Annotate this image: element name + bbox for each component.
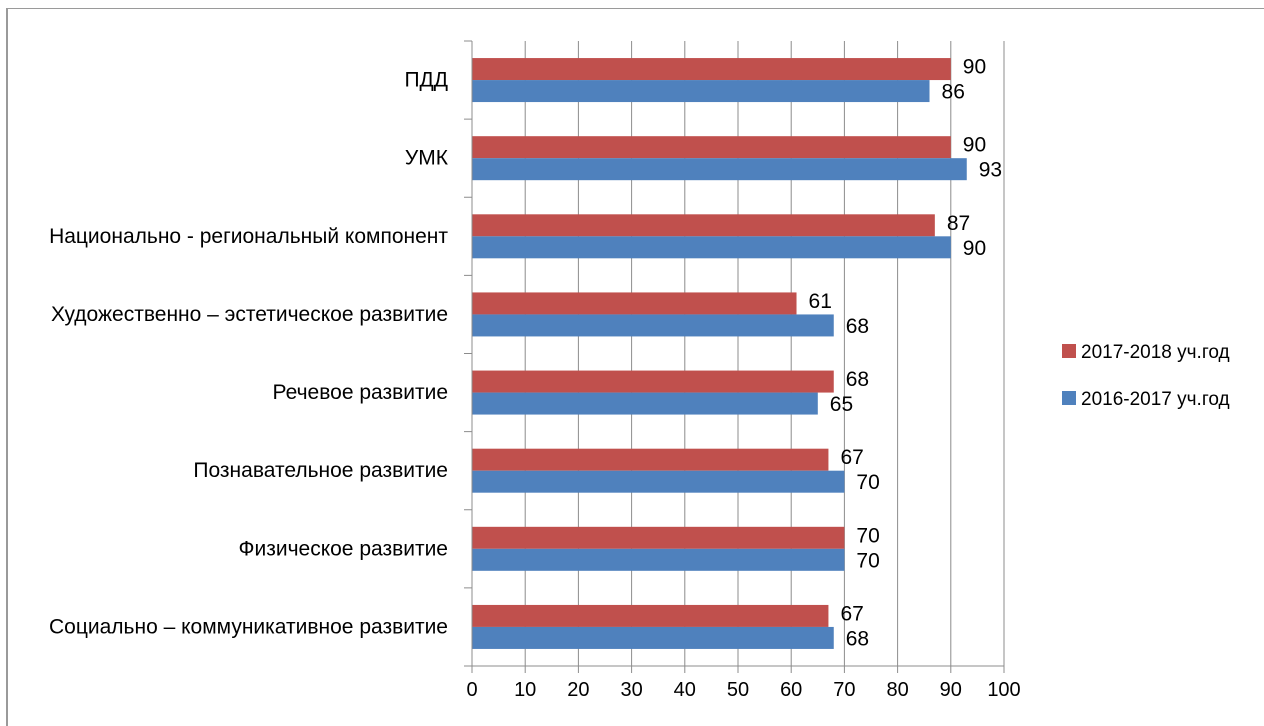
x-tick-label-30: 30 [620,679,642,701]
bar-series1-6 [472,526,845,549]
x-tick-label-0: 0 [466,679,477,701]
data-label-series1-1: 90 [963,134,986,157]
bar-series2-1 [472,158,967,181]
bar-series2-2 [472,236,951,259]
data-label-series1-7: 67 [840,602,863,625]
x-tick-label-40: 40 [674,679,696,701]
category-label-2: Национально - региональный компонент [49,225,448,248]
bar-series1-3 [472,292,797,315]
category-label-3: Художественно – эстетическое развитие [51,303,448,326]
x-tick-label-60: 60 [780,679,802,701]
bar-series1-7 [472,604,829,627]
legend-swatch-1 [1062,344,1076,358]
bar-series1-1 [472,136,951,159]
data-label-series2-0: 86 [942,81,965,104]
legend-label-1: 2017-2018 уч.год [1081,342,1230,363]
data-label-series2-4: 65 [830,393,853,416]
data-label-series1-4: 68 [846,368,869,391]
bar-series2-7 [472,626,834,649]
data-label-series2-6: 70 [856,549,879,572]
legend-label-2: 2016-2017 уч.год [1081,389,1230,410]
chart-frame [6,8,1264,726]
x-tick-label-70: 70 [833,679,855,701]
bar-series1-4 [472,370,834,393]
data-label-series1-6: 70 [856,524,879,547]
x-tick-label-90: 90 [940,679,962,701]
data-label-series2-3: 68 [846,315,869,338]
data-label-series2-2: 90 [963,237,986,260]
legend-swatch-2 [1062,391,1076,405]
bar-series2-4 [472,392,818,415]
x-tick-label-80: 80 [886,679,908,701]
x-tick-label-100: 100 [987,679,1020,701]
data-label-series1-2: 87 [947,212,970,235]
data-label-series2-7: 68 [846,627,869,650]
category-label-6: Физическое развитие [239,537,448,560]
bar-series1-5 [472,448,829,471]
bar-series2-5 [472,470,845,493]
category-label-5: Познавательное развитие [193,459,448,482]
x-tick-label-50: 50 [727,679,749,701]
data-label-series1-5: 67 [840,446,863,469]
bar-series1-0 [472,58,951,81]
bar-series2-0 [472,80,930,103]
bar-series2-6 [472,548,845,571]
bar-series1-2 [472,214,935,237]
data-label-series2-5: 70 [856,471,879,494]
data-label-series1-0: 90 [963,56,986,79]
x-tick-label-20: 20 [567,679,589,701]
x-tick-label-10: 10 [514,679,536,701]
category-label-0: ПДД [404,69,448,92]
bar-series2-3 [472,314,834,337]
category-label-7: Социально – коммуникативное развитие [49,615,448,638]
data-label-series2-1: 93 [979,159,1002,182]
category-label-1: УМК [405,147,449,170]
category-label-4: Речевое развитие [273,381,448,404]
data-label-series1-3: 61 [809,290,832,313]
